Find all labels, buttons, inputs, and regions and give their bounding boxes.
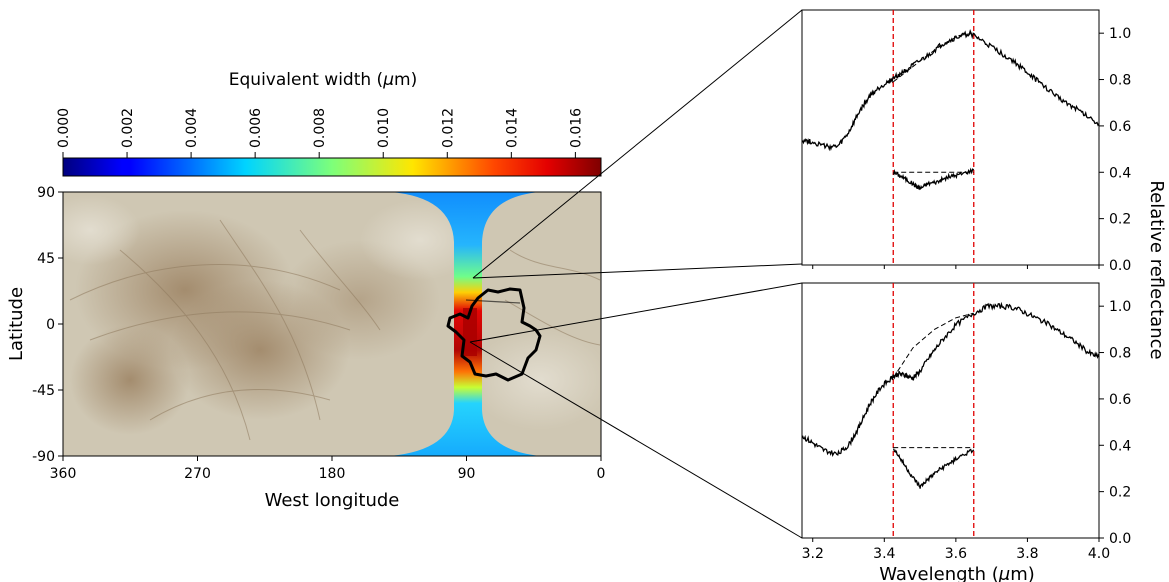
- colorbar-ticks: 0.000 0.002 0.004 0.006 0.008 0.010 0.012 0.014…: [56, 108, 584, 158]
- spectra-ytick-label: 0.0: [1109, 258, 1131, 274]
- spectra-xtick-label: 3.6: [945, 546, 967, 562]
- spectra-xlabel: Wavelength (μm): [879, 564, 1035, 582]
- colorbar-tick-label: 0.002: [120, 108, 136, 148]
- colorbar-tick-label: 0.014: [504, 108, 520, 148]
- band-depth-line: [893, 448, 975, 489]
- colorbar-tick-label: 0.006: [248, 108, 264, 148]
- spectra-xtick-label: 3.4: [873, 546, 895, 562]
- spectra-xtick-label: 4.0: [1088, 546, 1110, 562]
- map-ytick-label: -45: [32, 383, 55, 399]
- continuum-line: [892, 312, 974, 379]
- continuum-line: [892, 32, 974, 83]
- spectra-ytick-label: 0.8: [1109, 73, 1131, 89]
- map-ylabel: Latitude: [6, 287, 27, 361]
- map-xtick-label: 0: [597, 466, 606, 482]
- map-ytick-label: -90: [32, 449, 55, 465]
- map-ytick-label: 45: [37, 251, 55, 267]
- spectra-ytick-label: 0.2: [1109, 485, 1131, 501]
- map-ytick-label: 0: [46, 317, 55, 333]
- map-ytick-label: 90: [37, 185, 55, 201]
- spectra-xtick-label: 3.8: [1016, 546, 1038, 562]
- panel-frame: [801, 9, 1100, 266]
- spectra-ytick-label: 0.4: [1109, 438, 1131, 454]
- colorbar-tick-label: 0.016: [568, 108, 584, 148]
- spectra-ytick-label: 0.6: [1109, 392, 1131, 408]
- spectra-xtick-label: 3.2: [802, 546, 824, 562]
- spectra-ytick-label: 0.6: [1109, 119, 1131, 135]
- map-xtick-label: 90: [458, 466, 476, 482]
- spectra-ytick-label: 0.2: [1109, 212, 1131, 228]
- map-xtick-label: 360: [50, 466, 77, 482]
- europa-map: [63, 192, 601, 456]
- spectra-ytick-label: 0.8: [1109, 346, 1131, 362]
- spectra-ylabel: Relative reflectance: [1146, 180, 1167, 359]
- map-ticks: 360 270 180 90 0 90 45 0 -45 -90: [32, 185, 605, 482]
- colorbar-tick-label: 0.004: [184, 108, 200, 148]
- spectra-ytick-label: 0.4: [1109, 165, 1131, 181]
- colorbar-label: Equivalent width (μm): [229, 70, 417, 90]
- colorbar-tick-label: 0.010: [376, 108, 392, 148]
- band-depth-line: [892, 167, 975, 191]
- spectrum-line: [801, 301, 1100, 458]
- region-outline: [446, 287, 542, 382]
- spectra-ytick-label: 0.0: [1109, 531, 1131, 547]
- map-xtick-label: 180: [319, 466, 346, 482]
- spectra-ytick-label: 1.0: [1109, 26, 1131, 42]
- connector-lines: [469, 9, 803, 539]
- colorbar-tick-label: 0.012: [440, 108, 456, 148]
- spectrum-panel-top: 0.0 0.2 0.4 0.6 0.8 1.0: [801, 9, 1131, 274]
- colorbar: [62, 157, 602, 177]
- colorbar-tick-label: 0.000: [56, 108, 72, 148]
- spectra-ytick-label: 1.0: [1109, 299, 1131, 315]
- map-xtick-label: 270: [184, 466, 211, 482]
- colorbar-tick-label: 0.008: [312, 108, 328, 148]
- map-xlabel: West longitude: [265, 490, 400, 511]
- spectrum-panel-bottom: 0.0 0.2 0.4 0.6 0.8 1.0 3.2 3.4 3.6 3.8 4.0: [801, 282, 1131, 562]
